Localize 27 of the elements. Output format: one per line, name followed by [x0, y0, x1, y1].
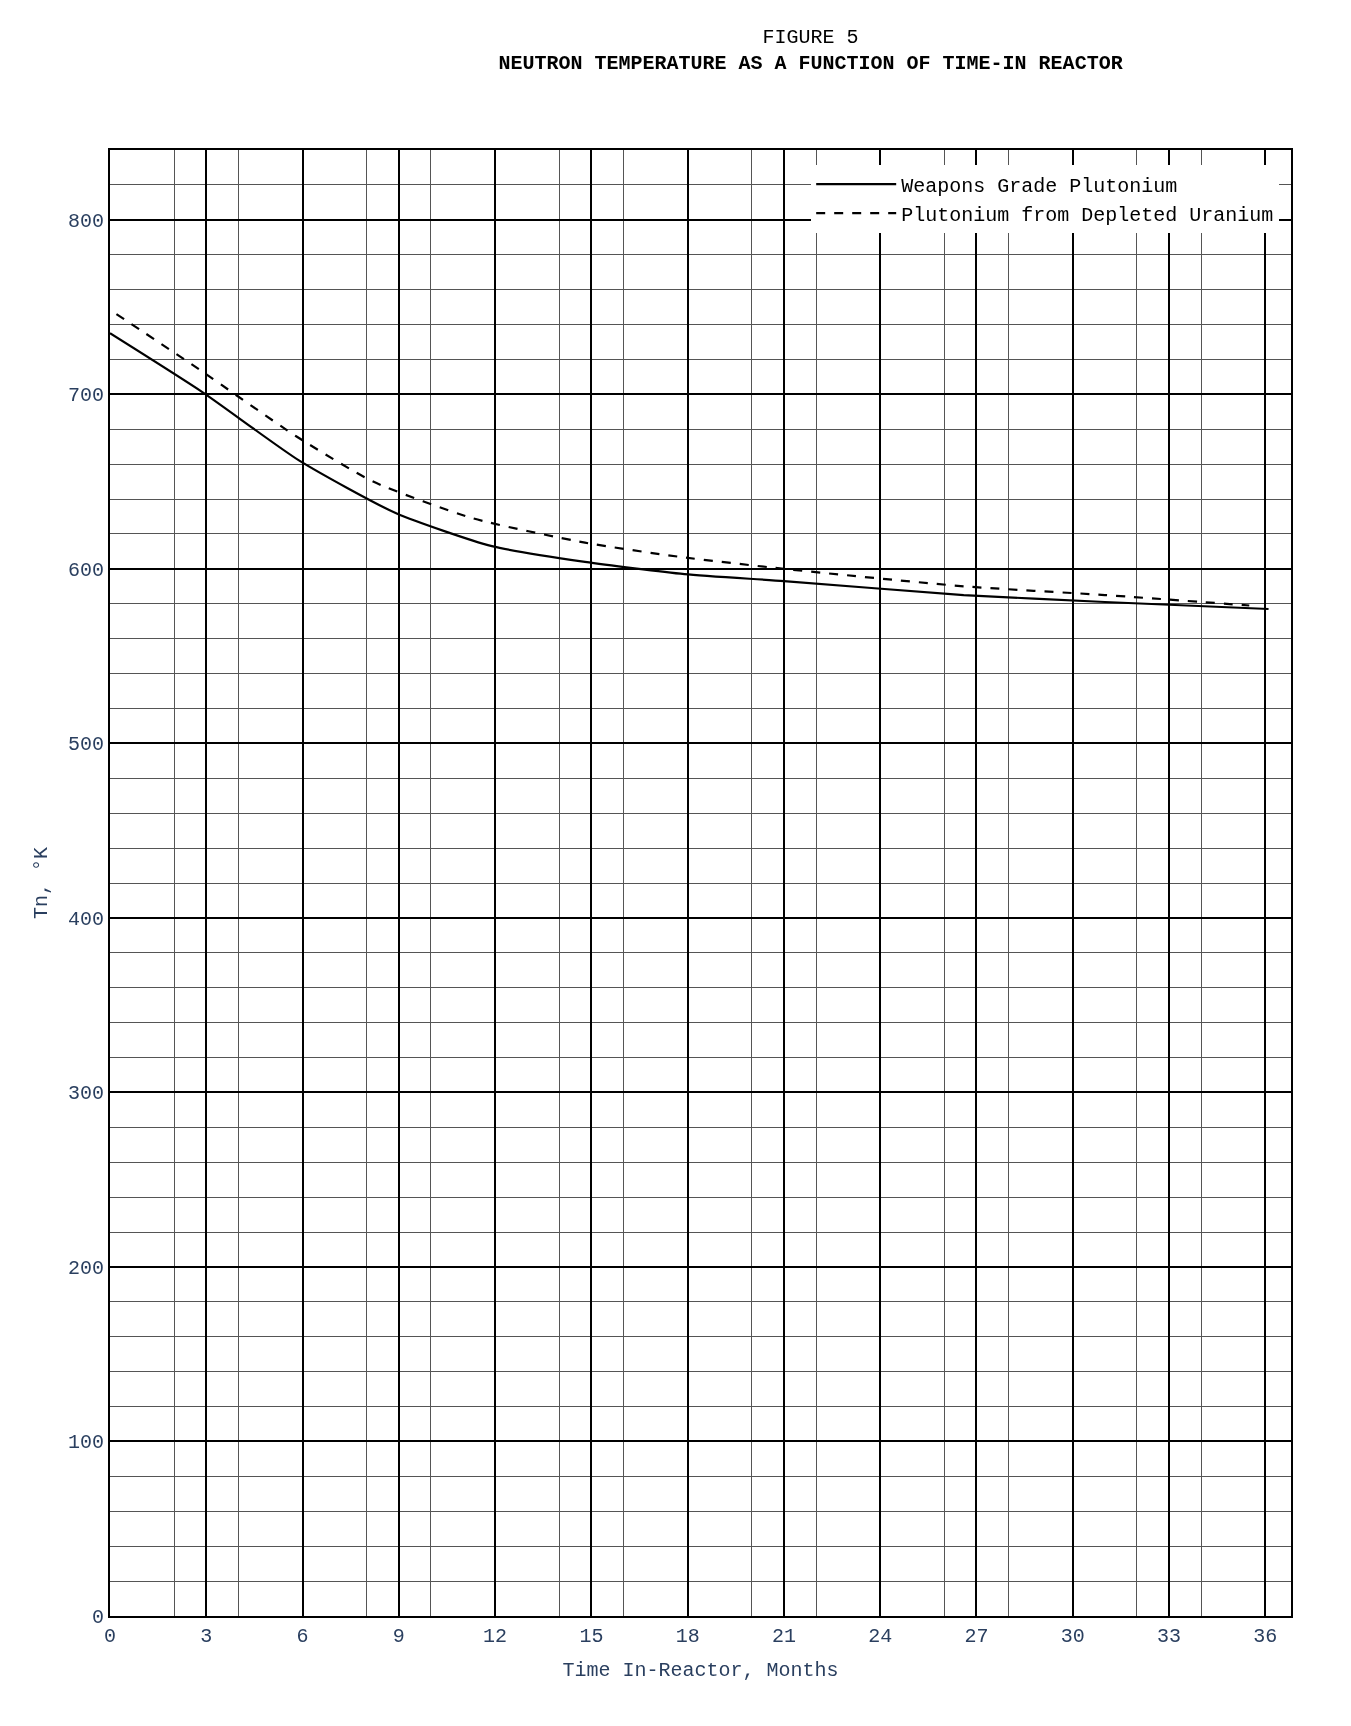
x-tick-label: 9 — [392, 1625, 405, 1648]
y-tick-label: 700 — [67, 384, 104, 408]
legend-label: Weapons Grade Plutonium — [901, 174, 1178, 198]
x-tick-label: 6 — [296, 1625, 309, 1648]
y-tick-label: 500 — [67, 733, 104, 757]
legend-label: Plutonium from Depleted Uranium — [901, 203, 1274, 227]
x-tick-label: 12 — [483, 1625, 508, 1648]
x-tick-label: 24 — [868, 1625, 893, 1648]
y-tick-label: 200 — [67, 1256, 104, 1280]
x-tick-label: 27 — [964, 1625, 989, 1648]
chart-title: FIGURE 5 — [762, 26, 859, 50]
y-tick-label: 400 — [67, 907, 104, 931]
x-tick-label: 36 — [1253, 1625, 1278, 1648]
x-axis-title: Time In-Reactor, Months — [562, 1659, 839, 1682]
chart-subtitle: NEUTRON TEMPERATURE AS A FUNCTION OF TIME-IN REACTOR — [498, 52, 1123, 76]
y-tick-label: 600 — [67, 558, 104, 582]
x-tick-label: 33 — [1157, 1625, 1182, 1648]
y-axis-title: Tn, °K — [29, 846, 53, 920]
x-tick-label: 30 — [1060, 1625, 1085, 1648]
y-tick-label: 300 — [67, 1082, 104, 1106]
x-tick-label: 3 — [200, 1625, 213, 1648]
x-tick-label: 18 — [675, 1625, 700, 1648]
x-tick-label: 21 — [771, 1625, 796, 1648]
y-tick-label: 800 — [67, 209, 104, 233]
y-tick-label: 100 — [67, 1431, 104, 1455]
x-tick-label: 15 — [579, 1625, 604, 1648]
y-tick-label: 0 — [91, 1606, 104, 1629]
